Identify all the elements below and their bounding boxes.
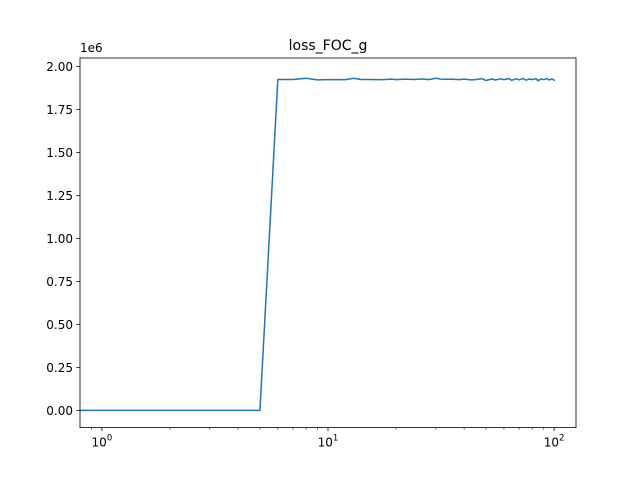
y-tick-label: 0.25	[46, 361, 73, 375]
y-tick-label: 1.25	[46, 189, 73, 203]
chart-title: loss_FOC_g	[289, 38, 368, 54]
series-line	[79, 77, 556, 412]
y-tick-label: 1.50	[46, 146, 73, 160]
y-tick-label: 1.75	[46, 103, 73, 117]
y-tick-label: 0.00	[46, 404, 73, 418]
x-tick-label-base: 10	[92, 436, 107, 450]
y-offset-label: 1e6	[80, 41, 103, 55]
y-tick-label: 2.00	[46, 60, 73, 74]
x-tick-label: 102	[544, 434, 565, 450]
x-tick-label-base: 10	[544, 436, 559, 450]
plot-area	[80, 58, 576, 428]
x-tick-label-exponent: 1	[333, 434, 338, 444]
x-tick-label: 100	[92, 434, 113, 450]
y-tick-label: 0.75	[46, 275, 73, 289]
x-tick-label: 101	[318, 434, 339, 450]
x-tick-label-base: 10	[318, 436, 333, 450]
y-tick-label: 0.50	[46, 318, 73, 332]
x-tick-label-exponent: 0	[107, 434, 112, 444]
axes-frame	[79, 57, 577, 429]
x-tick-label-exponent: 2	[559, 434, 564, 444]
y-tick-label: 1.00	[46, 232, 73, 246]
